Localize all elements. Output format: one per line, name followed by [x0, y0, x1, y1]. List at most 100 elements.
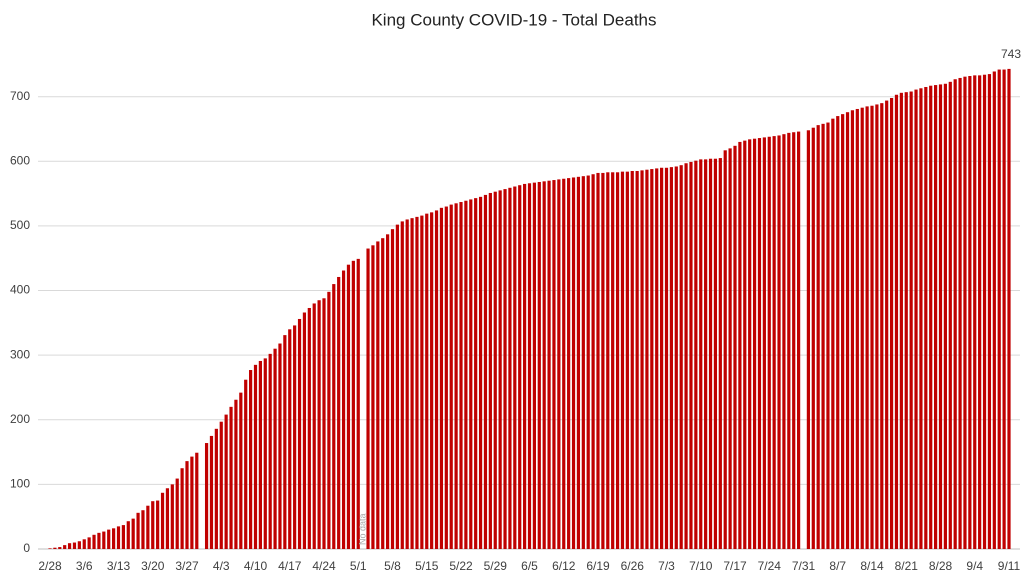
bar	[743, 140, 747, 549]
bar	[263, 358, 267, 549]
bar	[752, 138, 757, 549]
x-tick-label: 7/24	[758, 559, 782, 573]
bar	[180, 468, 184, 549]
bar	[53, 547, 57, 549]
bar	[229, 406, 233, 549]
bar	[836, 116, 840, 550]
bar	[121, 525, 125, 549]
bar	[904, 92, 908, 550]
bar	[943, 83, 947, 550]
chart-title: King County COVID-19 - Total Deaths	[371, 10, 656, 29]
bar	[591, 174, 595, 549]
bar	[620, 171, 625, 549]
bar	[650, 169, 654, 550]
bar	[586, 175, 590, 549]
bar	[405, 219, 409, 549]
bar	[63, 545, 67, 549]
x-tick-label: 4/17	[278, 559, 302, 573]
bar	[283, 335, 287, 549]
bar	[547, 180, 551, 549]
bar	[826, 122, 830, 550]
bar	[953, 79, 957, 549]
bar	[92, 534, 96, 549]
x-tick-label: 8/21	[895, 559, 919, 573]
x-tick-label: 8/7	[829, 559, 846, 573]
bar	[126, 521, 130, 549]
bar	[156, 500, 160, 549]
bar	[875, 104, 879, 549]
data-label: 743	[1001, 47, 1021, 61]
bar	[488, 192, 492, 549]
bar	[845, 112, 850, 549]
bar	[611, 172, 615, 550]
bar	[934, 85, 938, 550]
bar	[581, 176, 585, 549]
bar	[307, 307, 311, 549]
bar	[170, 484, 174, 549]
bar	[567, 178, 571, 549]
bar	[302, 312, 307, 549]
bar	[699, 159, 703, 549]
bar	[185, 461, 189, 549]
x-tick-label: 3/6	[76, 559, 93, 573]
bar	[938, 84, 943, 550]
bar	[850, 110, 855, 549]
bar	[635, 171, 639, 549]
bar	[136, 512, 140, 549]
bar	[694, 160, 698, 549]
bar	[748, 139, 752, 550]
bar	[562, 178, 566, 549]
bar	[664, 167, 669, 549]
bar	[929, 85, 933, 549]
y-tick-label: 400	[10, 283, 30, 297]
bar	[469, 199, 473, 549]
bar	[346, 264, 351, 549]
bar	[131, 518, 135, 549]
bar	[454, 203, 458, 550]
bar	[498, 190, 502, 549]
bar	[782, 134, 786, 549]
bar	[102, 531, 106, 549]
x-tick-label: 3/13	[107, 559, 131, 573]
bar	[253, 364, 258, 549]
bar	[1002, 69, 1006, 550]
x-tick-label: 6/26	[621, 559, 645, 573]
bar	[606, 172, 610, 550]
bar	[434, 210, 439, 549]
bar	[968, 76, 972, 549]
bar	[381, 238, 385, 549]
bar	[297, 318, 302, 549]
bar	[811, 127, 815, 549]
bar	[689, 161, 693, 549]
bar	[899, 92, 903, 550]
bar	[483, 194, 488, 549]
bar	[503, 189, 507, 550]
bar	[366, 248, 370, 550]
bar	[855, 108, 859, 549]
y-tick-label: 500	[10, 218, 30, 232]
bar	[67, 543, 72, 549]
bar	[234, 399, 238, 549]
bar	[268, 353, 272, 549]
bar	[787, 132, 791, 549]
annotation: No data	[358, 513, 368, 545]
y-tick-label: 0	[23, 541, 30, 555]
bar	[894, 94, 899, 549]
bar	[195, 452, 199, 549]
x-tick-label: 6/5	[521, 559, 538, 573]
bar	[816, 125, 820, 549]
bar	[601, 172, 605, 549]
bar	[576, 176, 581, 550]
bar	[987, 74, 992, 550]
bar	[948, 81, 952, 549]
bar	[87, 537, 91, 549]
x-tick-label: 5/1	[350, 559, 367, 573]
bar	[914, 89, 918, 549]
bar	[772, 136, 776, 549]
bar	[571, 177, 576, 549]
bar	[542, 181, 546, 550]
bar	[160, 492, 165, 549]
bar	[527, 183, 532, 549]
bar	[513, 186, 517, 549]
bar	[615, 172, 620, 550]
